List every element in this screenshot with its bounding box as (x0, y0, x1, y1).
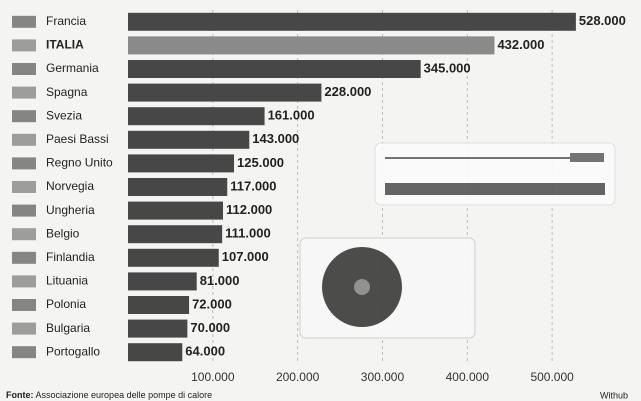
flag-icon (12, 322, 36, 335)
flag-icon (12, 299, 36, 311)
category-label: Svezia (46, 108, 82, 122)
source-label: Fonte: (6, 390, 34, 400)
value-label: 143.000 (252, 131, 299, 146)
category-label: Germania (46, 61, 99, 75)
bar (128, 36, 495, 55)
flag-icon (12, 181, 36, 193)
value-label: 117.000 (230, 178, 276, 193)
value-label: 112.000 (226, 202, 272, 217)
category-label: Finlandia (46, 250, 95, 264)
x-tick-label: 500.000 (530, 370, 574, 384)
category-label: Regno Unito (46, 156, 113, 170)
category-label: Spagna (46, 85, 88, 99)
bar (128, 83, 322, 102)
flag-icon (12, 275, 36, 288)
flag-icon (12, 133, 36, 146)
value-label: 125.000 (237, 155, 284, 170)
bar (128, 225, 223, 244)
category-label: Bulgaria (46, 321, 90, 335)
flag-icon (12, 204, 36, 217)
indoor-unit (374, 142, 616, 206)
x-tick-label: 300.000 (361, 370, 405, 384)
source: Fonte: Associazione europea delle pompe … (6, 390, 212, 400)
category-label: Francia (46, 14, 86, 28)
bar (128, 178, 228, 196)
bar (128, 248, 219, 267)
category-label: Lituania (46, 274, 88, 288)
value-label: 111.000 (225, 226, 271, 241)
category-label: ITALIA (46, 38, 84, 52)
bar (128, 272, 197, 291)
category-label: Belgio (46, 226, 80, 240)
category-label: Ungheria (46, 203, 95, 217)
flag-icon (12, 110, 36, 123)
value-label: 72.000 (192, 296, 232, 311)
indoor-unit-vent (385, 183, 605, 195)
bar (128, 343, 183, 362)
source-text: Associazione europea delle pompe di calo… (36, 390, 213, 400)
value-label: 107.000 (222, 249, 269, 264)
bar (128, 130, 250, 149)
value-label: 81.000 (200, 273, 240, 288)
bar (128, 154, 235, 173)
bar (128, 60, 421, 78)
value-label: 345.000 (424, 60, 471, 75)
value-label: 432.000 (497, 37, 544, 52)
flag-icon (12, 157, 36, 170)
x-tick-label: 200.000 (276, 370, 320, 384)
flag-icon (12, 251, 36, 264)
category-label: Paesi Bassi (46, 132, 109, 146)
indoor-unit-panel (570, 153, 604, 162)
category-label: Polonia (46, 297, 86, 311)
value-label: 528.000 (579, 13, 626, 28)
bar (128, 107, 265, 126)
outdoor-unit-hub (354, 279, 370, 295)
flag-icon (12, 346, 36, 359)
x-tick-label: 400.000 (446, 370, 490, 384)
bar (128, 296, 190, 314)
air-conditioner-illustration (299, 142, 616, 339)
category-label: Norvegia (46, 179, 94, 193)
value-label: 161.000 (268, 108, 315, 123)
category-label: Portogallo (46, 344, 100, 358)
flag-icon (12, 39, 36, 52)
value-label: 228.000 (324, 84, 371, 99)
flag-icon (12, 15, 36, 28)
bar (128, 12, 576, 31)
flag-icon (12, 228, 36, 241)
flag-icon (12, 86, 36, 99)
x-tick-label: 100.000 (191, 370, 235, 384)
bar (128, 319, 188, 338)
credit: Withub (600, 390, 628, 400)
value-label: 70.000 (190, 320, 230, 335)
value-label: 64.000 (185, 344, 225, 359)
bar (128, 201, 224, 220)
flag-icon (12, 63, 36, 75)
